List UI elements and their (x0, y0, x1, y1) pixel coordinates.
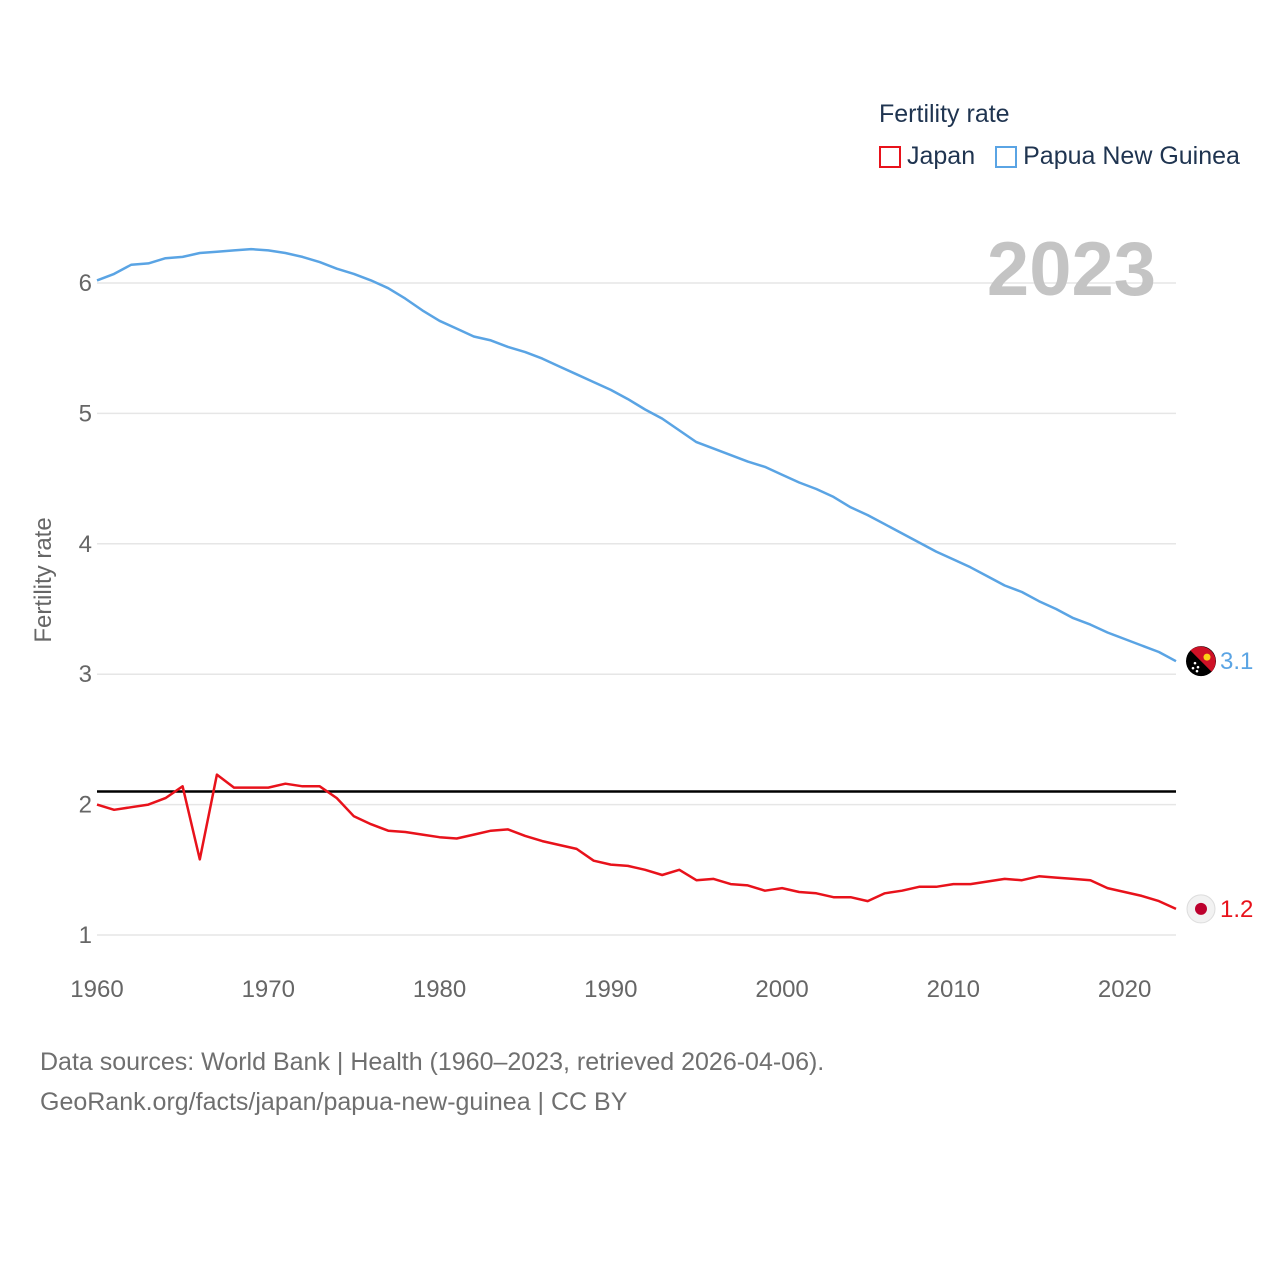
end-label-papua-new-guinea: 3.1 (1220, 648, 1253, 675)
papua-new-guinea-swatch (995, 145, 1018, 168)
legend-title: Fertility rate (879, 100, 1010, 128)
legend-label-japan: Japan (907, 142, 976, 170)
x-tick-label: 1970 (242, 976, 295, 1003)
attribution-link[interactable]: GeoRank.org/facts/japan/papua-new-guinea… (40, 1088, 628, 1116)
flag-star (1191, 666, 1195, 670)
x-axis-ticks: 1960 1970 1980 1990 2000 2010 2020 (70, 976, 1151, 1003)
flag-bird-mark (1203, 653, 1211, 661)
year-label: 2023 (986, 227, 1156, 312)
legend: Japan Papua New Guinea (879, 142, 1260, 171)
flag-star (1195, 669, 1199, 673)
x-tick-label: 1960 (70, 976, 123, 1003)
x-tick-label: 2020 (1098, 976, 1151, 1003)
end-label-japan: 1.2 (1220, 896, 1253, 923)
legend-item-papua-new-guinea[interactable]: Papua New Guinea (995, 142, 1240, 171)
y-axis-label: Fertility rate (30, 517, 57, 642)
flag-star (1193, 661, 1197, 665)
y-axis-ticks: 1 2 3 4 5 6 (79, 270, 92, 949)
y-tick-label: 3 (79, 661, 92, 688)
data-sources-text: Data sources: World Bank | Health (1960–… (40, 1048, 825, 1076)
flag-star (1196, 665, 1200, 669)
series-line-japan[interactable] (96, 773, 1177, 911)
japan-flag-disc (1195, 902, 1207, 915)
papua-new-guinea-flag-icon (1186, 646, 1216, 677)
flag-red-half (1190, 646, 1216, 672)
y-tick-label: 1 (79, 922, 92, 949)
series-line-papua-new-guinea[interactable] (96, 247, 1177, 663)
grid-lines (97, 282, 1176, 936)
series-end-markers: 1.2 3.1 (1186, 646, 1253, 924)
x-tick-label: 2000 (755, 976, 808, 1003)
legend-item-japan[interactable]: Japan (879, 142, 975, 171)
japan-swatch (879, 145, 901, 168)
footer: Data sources: World Bank | Health (1960–… (40, 1042, 824, 1122)
x-tick-label: 1980 (413, 976, 466, 1003)
y-tick-label: 6 (79, 270, 92, 297)
x-tick-label: 1990 (584, 976, 637, 1003)
legend-label-papua-new-guinea: Papua New Guinea (1023, 142, 1240, 170)
y-tick-label: 5 (79, 400, 92, 427)
y-tick-label: 4 (79, 531, 92, 558)
x-tick-label: 2010 (927, 976, 980, 1003)
series-lines (96, 247, 1177, 911)
y-tick-label: 2 (79, 792, 92, 819)
